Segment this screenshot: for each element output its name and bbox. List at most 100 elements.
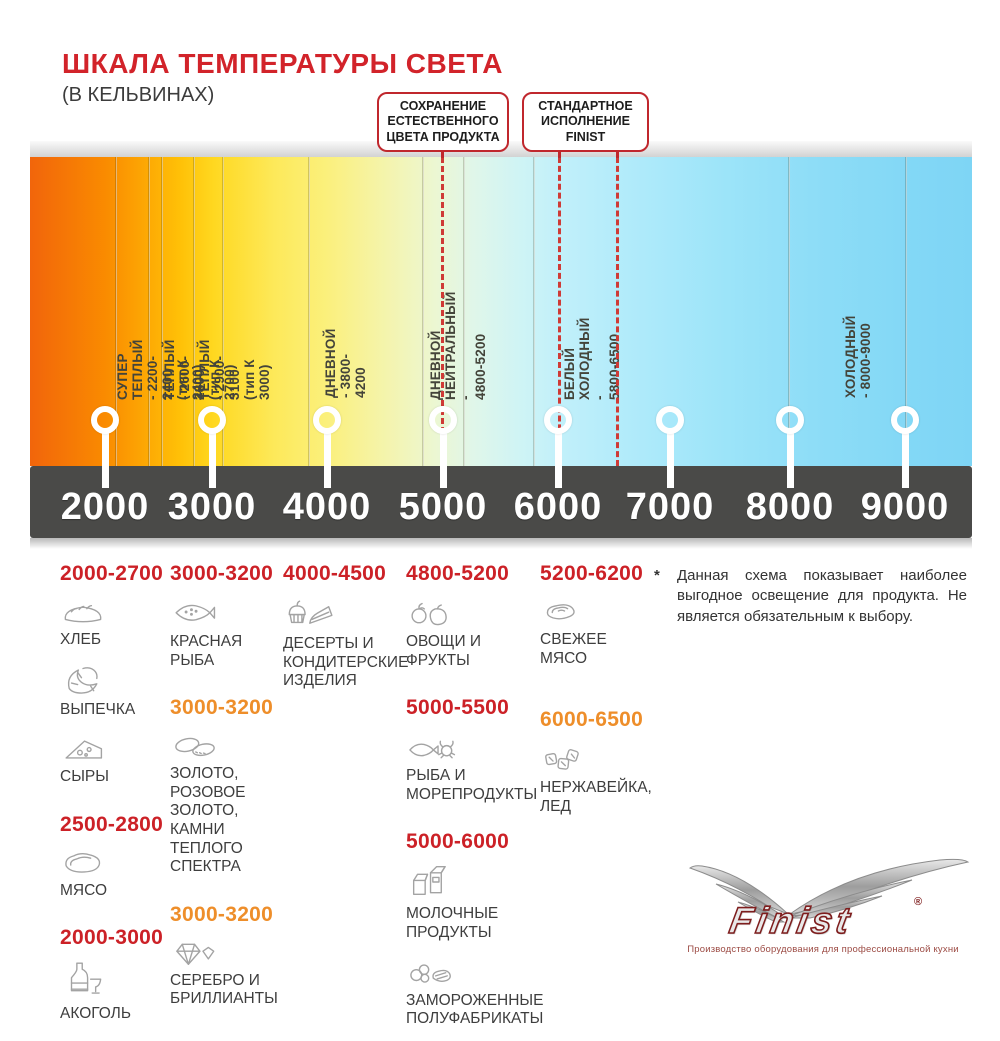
marker-ring-6000 xyxy=(544,406,572,434)
zone-divider xyxy=(148,157,150,466)
marker-ring-9000 xyxy=(891,406,919,434)
item-label: ОВОЩИ И ФРУКТЫ xyxy=(406,633,482,669)
marker-stem xyxy=(666,428,674,488)
wings-icon xyxy=(688,858,970,923)
range-heading: 3000-3200 xyxy=(170,902,274,926)
item-label: РЫБА И МОРЕПРОДУКТЫ xyxy=(406,767,538,803)
croissant-icon xyxy=(67,666,98,694)
range-heading: 4800-5200 xyxy=(406,562,510,585)
range-heading: 2000-2700 xyxy=(60,562,164,585)
page-subtitle: (В КЕЛЬВИНАХ) xyxy=(62,84,215,106)
category-item-seafood: РЫБА И МОРЕПРОДУКТЫ xyxy=(406,728,548,804)
page-title: ШКАЛА ТЕМПЕРАТУРЫ СВЕТА xyxy=(62,48,503,79)
zone-divider xyxy=(193,157,195,466)
alcohol-icon xyxy=(70,962,102,995)
range-heading: 6000-6500 xyxy=(540,708,644,732)
category-item-vegetables: ОВОЩИ И ФРУКТЫ xyxy=(406,594,548,670)
marker-ring-2000 xyxy=(91,406,119,434)
item-label: ВЫПЕЧКА xyxy=(60,700,136,718)
zone-divider xyxy=(788,157,790,466)
tick-9000: 9000 xyxy=(860,486,950,528)
registered-mark: ® xyxy=(914,896,923,908)
dashed-guide-5000 xyxy=(441,157,444,487)
category-item-red-fish: КРАСНАЯ РЫБА xyxy=(170,594,288,670)
category-column-3: 4000-4500 ДЕСЕРТЫ И КОНДИТЕРСКИЕ ИЗДЕЛИЯ xyxy=(283,562,411,703)
category-item-meat: МЯСО xyxy=(60,845,168,901)
temperature-gradient-band xyxy=(30,157,972,466)
item-label: СЕРЕБРО И БРИЛЛИАНТЫ xyxy=(170,971,278,1008)
category-item-pastry: ВЫПЕЧКА xyxy=(60,662,168,720)
range-heading: 3000-3200 xyxy=(170,696,274,720)
fresh-meat-icon xyxy=(546,604,575,620)
category-item-desserts: ДЕСЕРТЫ И КОНДИТЕРСКИЕ ИЗДЕЛИЯ xyxy=(283,594,411,691)
zone-divider xyxy=(308,157,310,466)
item-label: ДЕСЕРТЫ И КОНДИТЕРСКИЕ ИЗДЕЛИЯ xyxy=(283,635,409,690)
tick-3000: 3000 xyxy=(167,486,257,528)
item-label: КРАСНАЯ РЫБА xyxy=(170,633,243,669)
item-label: АКОГОЛЬ xyxy=(60,1005,131,1023)
brand-name: Finist xyxy=(726,899,858,942)
tick-7000: 7000 xyxy=(625,486,715,528)
zone-divider xyxy=(533,157,535,466)
tick-4000: 4000 xyxy=(282,486,372,528)
diamond-icon xyxy=(176,943,215,965)
ice-icon xyxy=(545,749,579,770)
brand-tagline: Производство оборудования для профессион… xyxy=(687,944,959,955)
range-heading: 5000-5500 xyxy=(406,696,510,720)
marker-ring-8000 xyxy=(776,406,804,434)
zone-divider xyxy=(161,157,163,466)
footnote-text: Данная схема показывает наиболее выгодно… xyxy=(677,567,967,625)
category-item-fresh-meat: СВЕЖЕЕ МЯСО xyxy=(540,594,665,668)
item-label: СВЕЖЕЕ МЯСО xyxy=(540,631,607,667)
tick-5000: 5000 xyxy=(398,486,488,528)
category-item-silver-diamonds: СЕРЕБРО И БРИЛЛИАНТЫ xyxy=(170,935,288,1009)
marker-ring-4000 xyxy=(313,406,341,434)
callout-natural-color: СОХРАНЕНИЕ ЕСТЕСТВЕННОГО ЦВЕТА ПРОДУКТА xyxy=(377,92,509,152)
item-label: ЗОЛОТО, РОЗОВОЕ ЗОЛОТО, КАМНИ ТЕПЛОГО СП… xyxy=(170,765,246,876)
range-heading: 5000-6000 xyxy=(406,830,510,854)
item-label: МОЛОЧНЫЕ ПРОДУКТЫ xyxy=(406,905,499,941)
cheese-icon xyxy=(65,740,103,759)
marker-ring-3000 xyxy=(198,406,226,434)
marker-stem xyxy=(554,428,562,488)
light-temperature-infographic: ШКАЛА ТЕМПЕРАТУРЫ СВЕТА (В КЕЛЬВИНАХ) СО… xyxy=(30,48,974,1027)
vegetables-icon xyxy=(411,602,447,626)
seafood-icon xyxy=(409,740,456,759)
category-item-dairy: МОЛОЧНЫЕ ПРОДУКТЫ xyxy=(406,862,548,942)
marker-ring-5000 xyxy=(429,406,457,434)
item-label: ХЛЕБ xyxy=(60,631,102,648)
dashed-guide-6000 xyxy=(558,157,561,466)
item-label: ЗАМОРОЖЕННЫЕ ПОЛУФАБРИКАТЫ xyxy=(406,991,544,1028)
dairy-icon xyxy=(412,866,446,896)
tick-8000: 8000 xyxy=(745,486,835,528)
category-item-gold: ЗОЛОТО, РОЗОВОЕ ЗОЛОТО, КАМНИ ТЕПЛОГО СП… xyxy=(170,728,288,877)
category-column-4: 4800-5200 ОВОЩИ И ФРУКТЫ 5000-5500 РЫБА … xyxy=(406,562,548,1041)
footnote-asterisk: * xyxy=(654,567,660,584)
bar-shadow xyxy=(30,538,972,549)
marker-ring-7000 xyxy=(656,406,684,434)
range-heading: 2000-3000 xyxy=(60,926,164,950)
footnote: * Данная схема показывает наиболее выгод… xyxy=(654,566,967,627)
zone-divider xyxy=(222,157,224,466)
marker-stem xyxy=(323,428,331,488)
dashed-guide-6500 xyxy=(616,157,619,466)
category-column-2: 3000-3200 КРАСНАЯ РЫБА 3000-3200 ЗОЛОТО,… xyxy=(170,562,288,1021)
zone-divider xyxy=(115,157,117,466)
range-heading: 4000-4500 xyxy=(283,562,387,585)
frozen-icon xyxy=(410,963,451,983)
category-column-1: 2000-2700 ХЛЕБ ВЫПЕЧКА СЫРЫ 2500-2800 МЯ… xyxy=(60,562,168,1036)
marker-stem xyxy=(439,428,447,488)
range-heading: 5200-6200 xyxy=(540,562,644,585)
tick-6000: 6000 xyxy=(513,486,603,528)
marker-stem xyxy=(101,428,109,488)
range-heading: 2500-2800 xyxy=(60,812,164,836)
fish-icon xyxy=(175,604,216,621)
marker-stem xyxy=(901,428,909,488)
category-item-alcohol: АКОГОЛЬ xyxy=(60,958,168,1024)
marker-stem xyxy=(786,428,794,488)
callout-finist-standard: СТАНДАРТНОЕ ИСПОЛНЕНИЕ FINIST xyxy=(522,92,649,152)
range-heading: 3000-3200 xyxy=(170,562,274,585)
category-column-5: 5200-6200 СВЕЖЕЕ МЯСО 6000-6500 НЕРЖАВЕЙ… xyxy=(540,562,665,828)
category-item-ice: НЕРЖАВЕЙКА, ЛЕД xyxy=(540,740,665,816)
finist-logo: Finist ® Производство оборудования для п… xyxy=(672,852,974,970)
